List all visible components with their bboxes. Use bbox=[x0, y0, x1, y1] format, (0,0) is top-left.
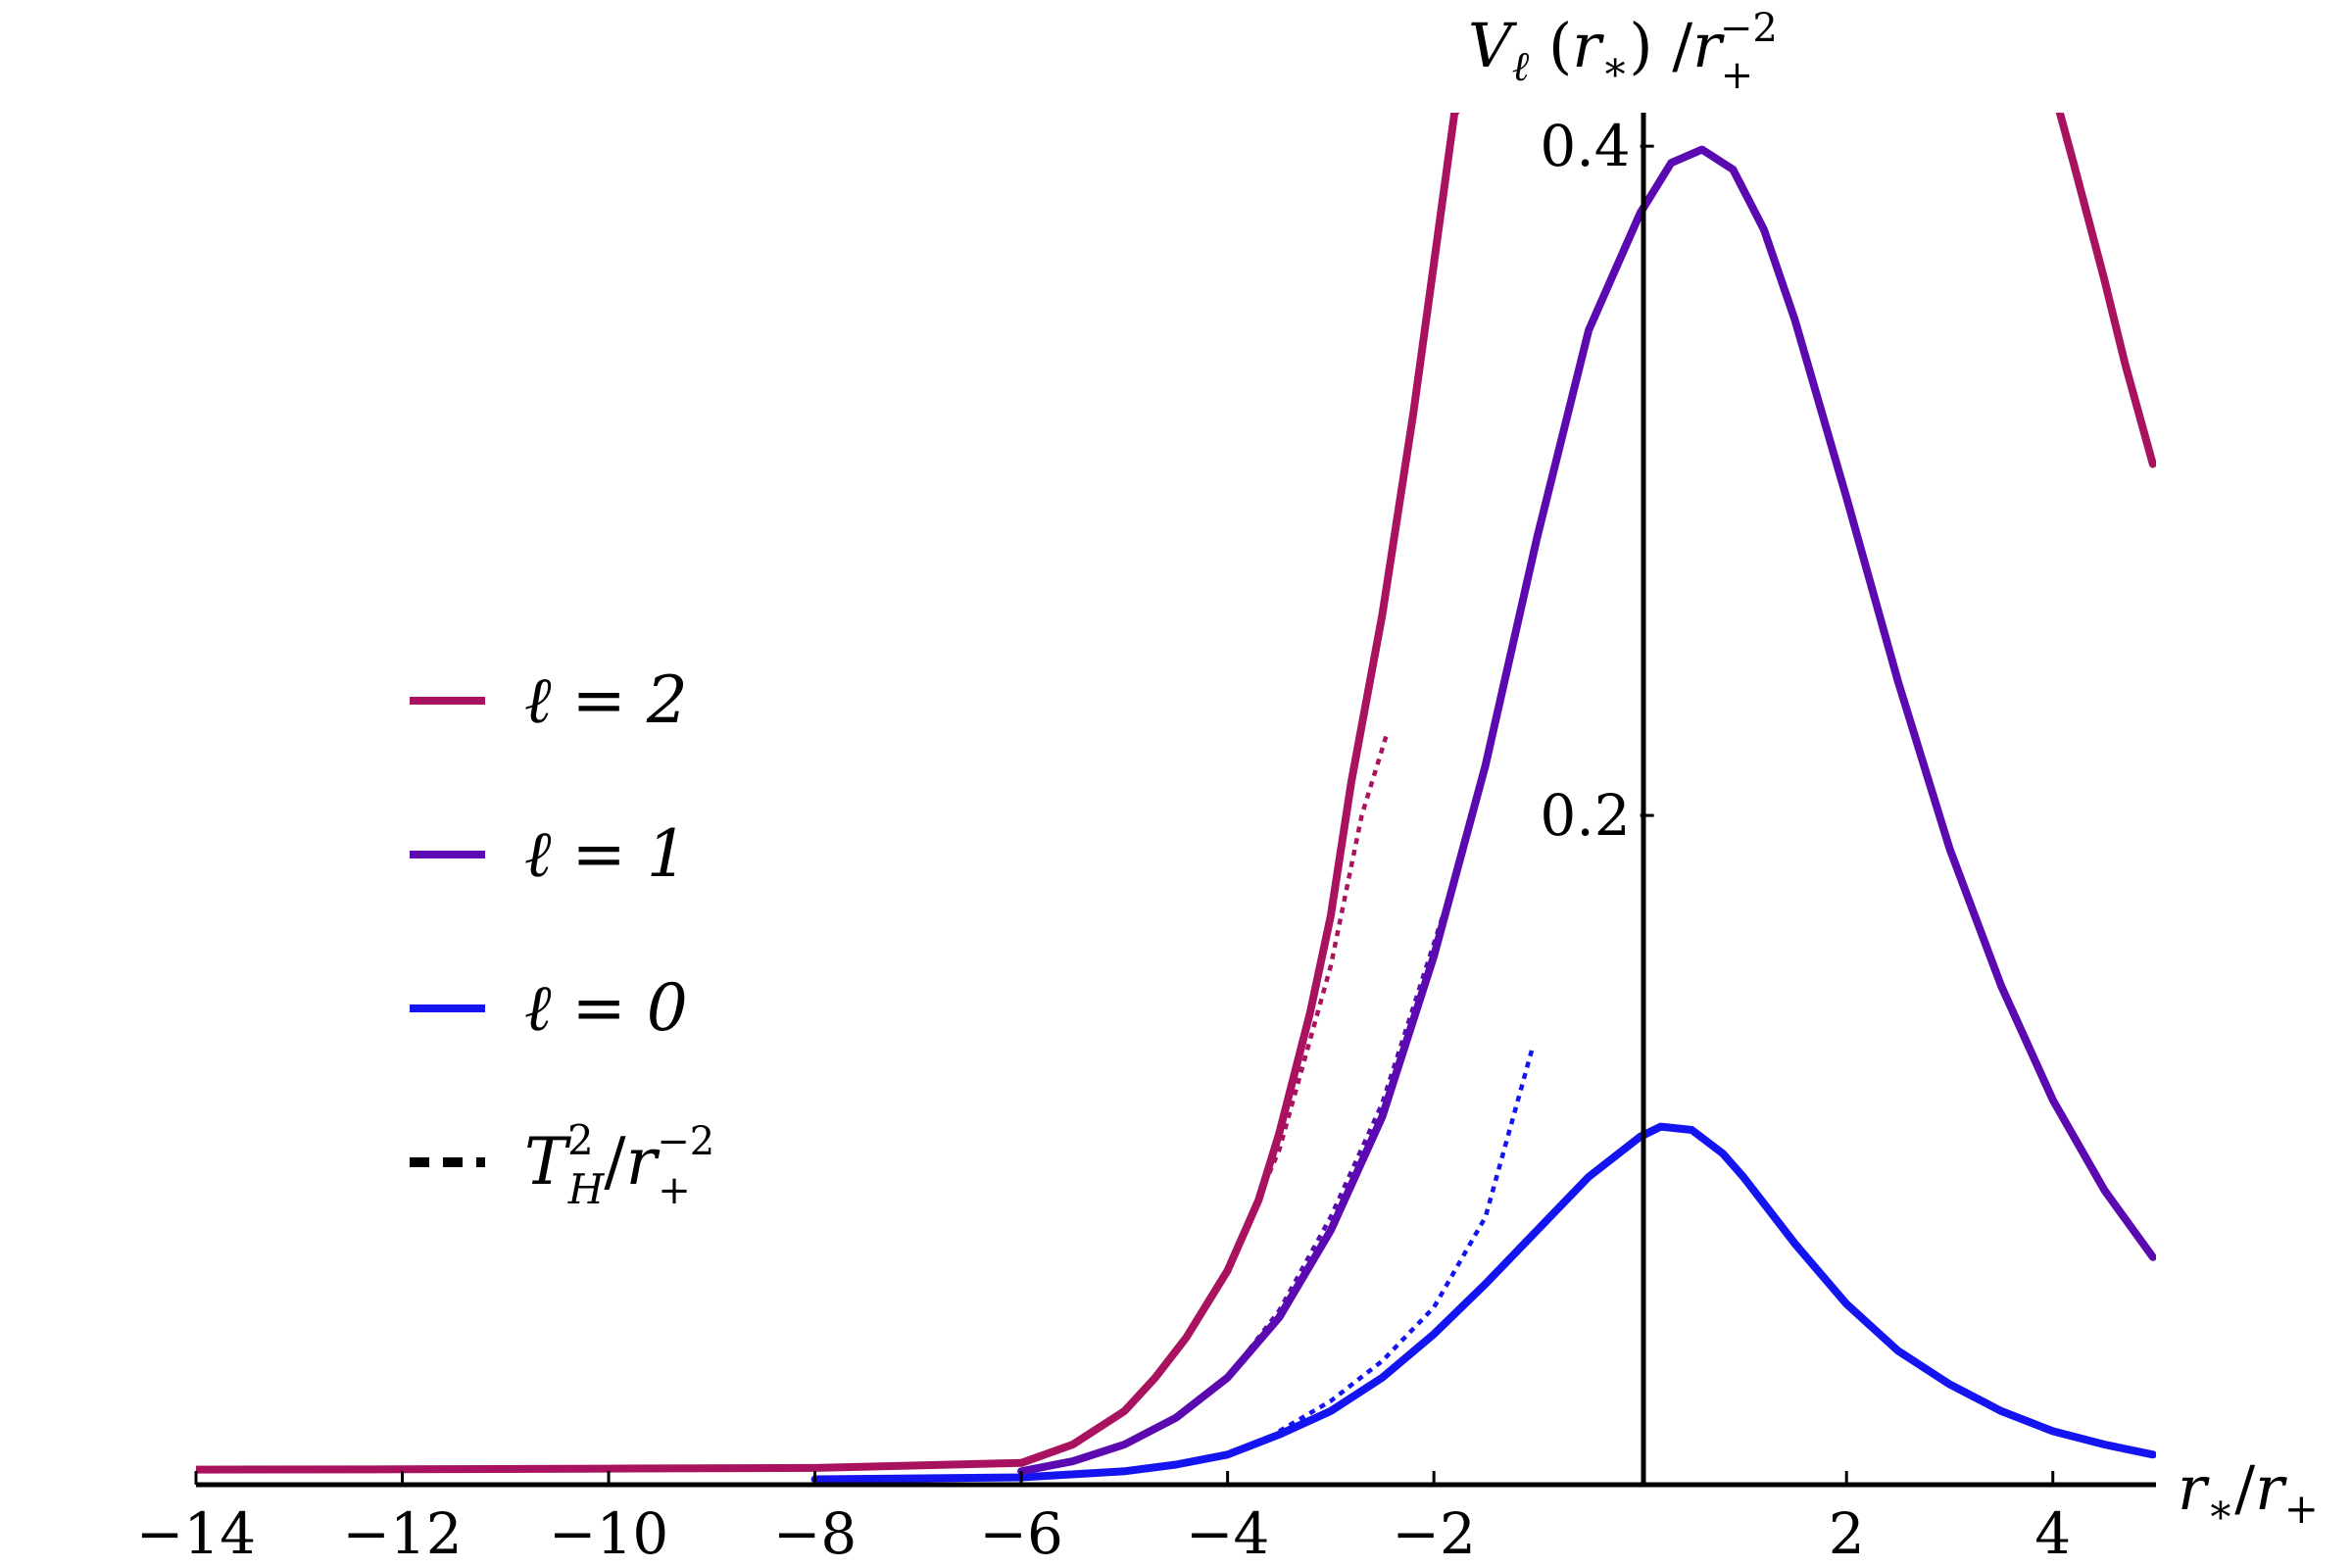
legend-item-3: T2 H/r−2 + bbox=[410, 1116, 714, 1213]
svg-text:r∗/r+: r∗/r+ bbox=[2178, 1452, 2319, 1533]
legend-item-2: ℓ = 0 bbox=[410, 970, 688, 1046]
series-line-solid-1 bbox=[1017, 145, 2156, 1476]
axes-layer bbox=[196, 113, 2156, 1488]
x-tick-label: −6 bbox=[979, 1500, 1063, 1567]
x-tick-label: −2 bbox=[1392, 1500, 1476, 1567]
series-line-dotted-4 bbox=[1225, 895, 1452, 1380]
x-tick-label: −12 bbox=[342, 1500, 462, 1567]
legend-label: ℓ = 2 bbox=[524, 662, 688, 738]
legend-label: ℓ = 0 bbox=[524, 970, 688, 1046]
x-tick-label: −14 bbox=[136, 1500, 256, 1567]
series-line-dotted-3 bbox=[1225, 731, 1390, 1272]
legend-label: ℓ = 1 bbox=[524, 816, 688, 892]
x-axis-label: r∗/r+ bbox=[2178, 1452, 2319, 1533]
legend-item-1: ℓ = 1 bbox=[410, 816, 688, 892]
y-tick-label: 0.2 bbox=[1540, 782, 1630, 849]
ticks-layer: −14 −12 −10 −8 −6 −4 −2 2 4 0.2 0.4 bbox=[136, 113, 2071, 1567]
series-line-dotted-5 bbox=[1278, 1049, 1535, 1434]
x-tick-label: 2 bbox=[1829, 1500, 1865, 1567]
x-tick-label: 4 bbox=[2034, 1500, 2071, 1567]
series-layer bbox=[196, 113, 2156, 1484]
y-axis-label: Vℓ (r∗) /r−2 + bbox=[1468, 6, 1778, 98]
svg-text:Vℓ (r∗) /r−2+: Vℓ (r∗) /r−2 + bbox=[1468, 6, 1778, 98]
x-tick-label: −8 bbox=[773, 1500, 858, 1567]
legend-item-0: ℓ = 2 bbox=[410, 662, 688, 738]
series-line-solid-0 bbox=[196, 113, 2156, 1474]
legend-label: T2 H/r−2 + bbox=[524, 1116, 714, 1213]
x-tick-label: −10 bbox=[549, 1500, 668, 1567]
legend: ℓ = 2 ℓ = 1 ℓ = 0 T2 H/r−2 + bbox=[410, 662, 714, 1213]
x-tick-label: −4 bbox=[1186, 1500, 1270, 1567]
y-tick-label: 0.4 bbox=[1540, 113, 1630, 179]
series-line-solid-2 bbox=[810, 1122, 2156, 1484]
